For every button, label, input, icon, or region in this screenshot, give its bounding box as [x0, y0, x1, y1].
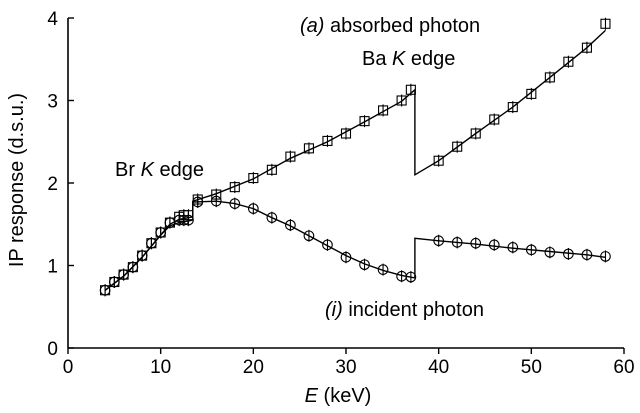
annotation-br-k-edge: Br K edge: [115, 159, 204, 181]
y-tick-label: 1: [47, 257, 58, 278]
br-k: K: [141, 159, 156, 181]
annotation-ba-k-edge: Ba K edge: [362, 48, 455, 70]
ba-pre: Ba: [362, 48, 392, 70]
x-tick-label: 40: [428, 357, 449, 378]
ba-k: K: [392, 48, 407, 70]
x-axis-title: E (keV): [305, 385, 372, 407]
x-axis-unit: (keV): [318, 385, 371, 407]
x-tick-label: 20: [243, 357, 264, 378]
x-axis-var: E: [305, 385, 319, 407]
x-ticks: 0 10 20 30 40 50 60: [63, 348, 635, 378]
incident-tag: (i): [325, 299, 343, 321]
markers: [99, 17, 611, 297]
y-tick-label: 3: [47, 92, 58, 113]
y-axis-title: IP response (d.s.u.): [6, 93, 28, 267]
incident-text: incident photon: [343, 299, 484, 321]
y-tick-label: 2: [47, 174, 58, 195]
y-tick-label: 4: [47, 9, 58, 30]
x-tick-label: 50: [521, 357, 542, 378]
fit-line-incident: [104, 200, 606, 291]
br-pre: Br: [115, 159, 141, 181]
annotation-absorbed-photon: (a) absorbed photon: [300, 15, 480, 37]
x-tick-label: 0: [63, 357, 74, 378]
y-tick-label: 0: [47, 339, 58, 360]
annotation-incident-photon: (i) incident photon: [325, 299, 484, 321]
absorbed-text: absorbed photon: [324, 15, 480, 37]
ba-post: edge: [405, 48, 455, 70]
x-tick-label: 30: [335, 357, 356, 378]
absorbed-tag: (a): [300, 15, 324, 37]
y-ticks: 0 1 2 3 4: [47, 9, 74, 360]
x-tick-label: 60: [613, 357, 634, 378]
br-post: edge: [154, 159, 204, 181]
x-tick-label: 10: [150, 357, 171, 378]
